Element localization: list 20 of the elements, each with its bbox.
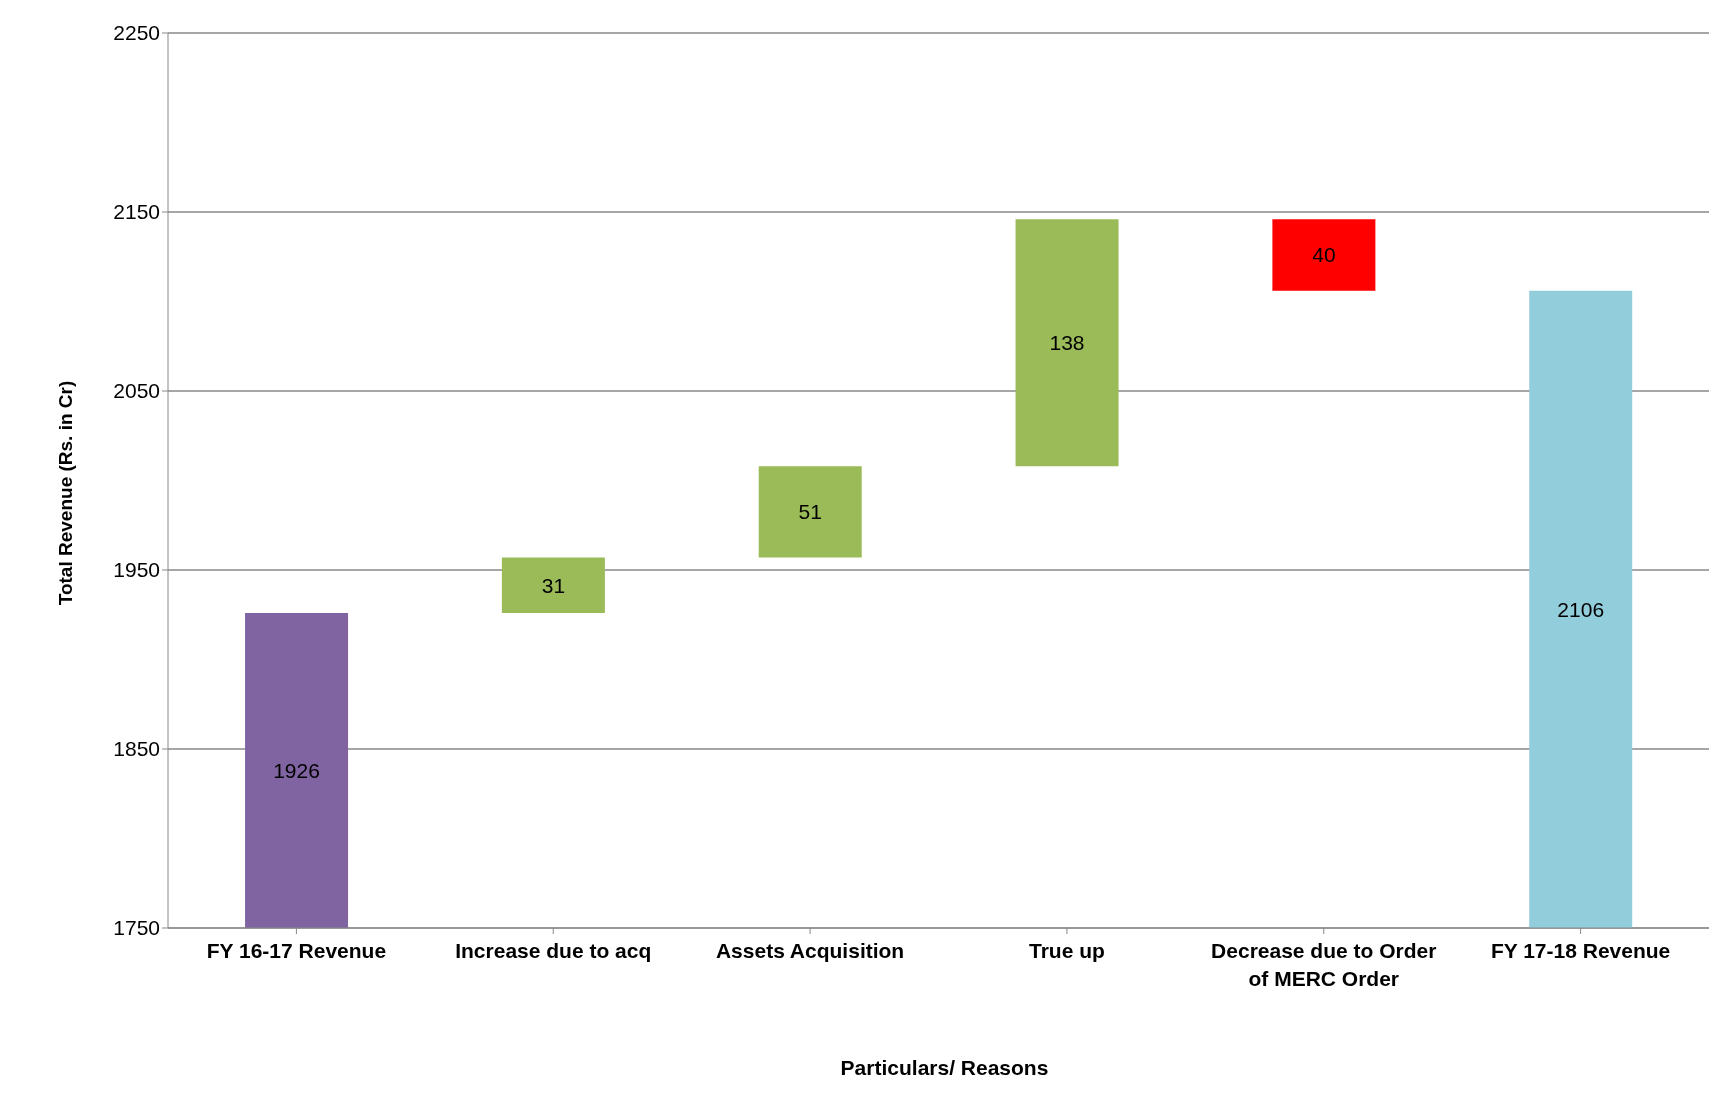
x-tick-label: FY 16-17 Revenue bbox=[206, 939, 387, 962]
x-tick-label: Assets Acquisition bbox=[715, 939, 905, 962]
x-tick-label: FY 17-18 Revenue bbox=[1490, 939, 1671, 962]
y-tick-label: 1750 bbox=[113, 916, 160, 940]
x-tick-label: True up bbox=[1028, 939, 1105, 962]
data-label: 40 bbox=[1312, 243, 1336, 267]
x-tick-label: Increase due to acq bbox=[455, 939, 652, 962]
y-tick-label: 2050 bbox=[113, 379, 160, 403]
data-label: 2106 bbox=[1557, 597, 1605, 621]
y-tick-label: 2150 bbox=[113, 200, 160, 224]
y-tick-label: 1950 bbox=[113, 558, 160, 582]
y-tick-label: 2250 bbox=[113, 21, 160, 45]
y-tick-label: 1850 bbox=[113, 737, 160, 761]
data-label: 51 bbox=[798, 500, 822, 524]
data-label: 31 bbox=[541, 573, 566, 597]
y-axis-title: Total Revenue (Rs. in Cr) bbox=[55, 380, 77, 606]
data-label: 1926 bbox=[273, 758, 320, 782]
x-tick-label: Decrease due to Order of MERC Order bbox=[1211, 939, 1437, 990]
data-label: 138 bbox=[1049, 331, 1085, 355]
x-axis-title: Particulars/ Reasons bbox=[839, 1056, 1050, 1080]
